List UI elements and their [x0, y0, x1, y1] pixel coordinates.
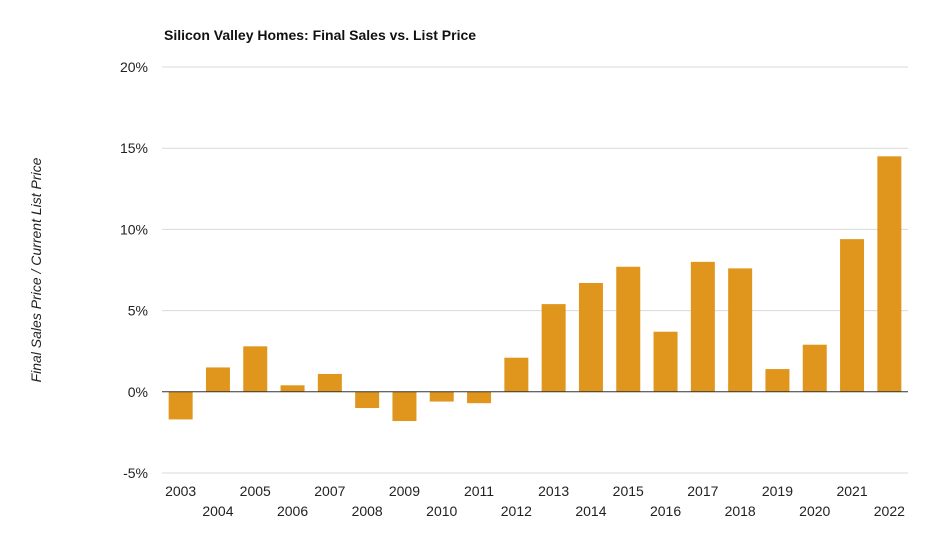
- x-tick-label: 2006: [277, 503, 308, 519]
- chart-title: Silicon Valley Homes: Final Sales vs. Li…: [164, 27, 476, 43]
- x-tick-label: 2022: [874, 503, 905, 519]
- bar-2019: [765, 369, 790, 392]
- x-tick-label: 2004: [202, 503, 233, 519]
- bar-2011: [467, 391, 492, 404]
- y-axis-label: Final Sales Price / Current List Price: [28, 157, 44, 382]
- x-tick-label: 2007: [314, 483, 345, 499]
- bar-2016: [653, 331, 678, 392]
- x-tick-label: 2005: [240, 483, 271, 499]
- y-tick-label: 10%: [120, 221, 148, 237]
- bar-2015: [616, 266, 641, 392]
- bar-2007: [317, 373, 342, 392]
- y-tick-label: 5%: [128, 303, 148, 319]
- bar-2006: [280, 385, 305, 392]
- x-tick-label: 2014: [575, 503, 606, 519]
- bar-2014: [578, 282, 603, 392]
- y-tick-label: 20%: [120, 59, 148, 75]
- y-tick-label: 0%: [128, 384, 148, 400]
- bar-2017: [690, 261, 715, 392]
- x-tick-label: 2003: [165, 483, 196, 499]
- bar-2003: [168, 391, 193, 420]
- bar-2004: [205, 367, 230, 392]
- x-tick-label: 2019: [762, 483, 793, 499]
- x-tick-label: 2017: [687, 483, 718, 499]
- x-tick-label: 2013: [538, 483, 569, 499]
- x-tick-label: 2009: [389, 483, 420, 499]
- bar-2008: [355, 391, 380, 409]
- x-tick-label: 2018: [725, 503, 756, 519]
- x-tick-label: 2008: [352, 503, 383, 519]
- x-tick-label: 2016: [650, 503, 681, 519]
- y-tick-label: -5%: [123, 465, 148, 481]
- bar-2009: [392, 391, 417, 422]
- bar-2005: [243, 346, 268, 392]
- x-tick-label: 2020: [799, 503, 830, 519]
- x-axis-ticks: 2003 2004 2005 2006 2007 2008 2009 2010 2011 2012…: [165, 483, 905, 519]
- x-tick-label: 2012: [501, 503, 532, 519]
- bar-2012: [504, 357, 529, 392]
- bar-2021: [840, 239, 865, 392]
- bar-2020: [802, 344, 827, 392]
- x-tick-label: 2011: [464, 483, 494, 499]
- gridlines: [162, 66, 908, 474]
- x-tick-label: 2015: [613, 483, 644, 499]
- y-tick-label: 15%: [120, 140, 148, 156]
- x-tick-label: 2010: [426, 503, 457, 519]
- x-tick-label: 2021: [836, 483, 867, 499]
- bar-2013: [541, 304, 566, 392]
- bar-2018: [728, 268, 753, 392]
- bar-2010: [429, 391, 454, 402]
- bars: [168, 156, 902, 422]
- bar-2022: [877, 156, 902, 392]
- y-axis-ticks: -5% 0% 5% 10% 15% 20%: [120, 59, 148, 481]
